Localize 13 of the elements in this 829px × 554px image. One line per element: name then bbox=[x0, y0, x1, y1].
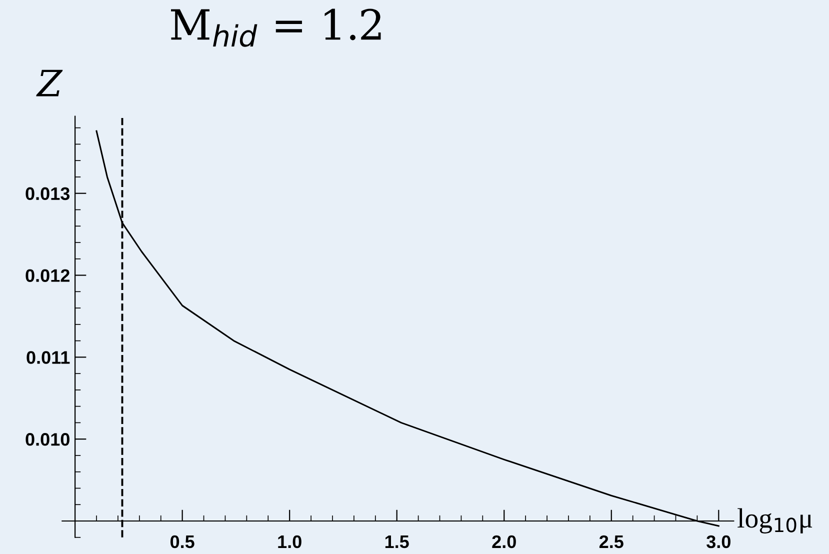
x-axis-title: log$_{10}$μ bbox=[738, 508, 812, 534]
x-tick-label: 0.5 bbox=[170, 535, 194, 548]
y-axis-title: Z bbox=[36, 70, 63, 96]
x-tick-label: 3.0 bbox=[706, 535, 730, 548]
x-tick-label: 1.0 bbox=[278, 535, 302, 548]
x-tick-label: 2.0 bbox=[492, 535, 516, 548]
y-tick-label: 0.013 bbox=[26, 187, 70, 200]
y-tick-label: 0.010 bbox=[26, 433, 70, 446]
x-tick-label: 2.5 bbox=[599, 535, 624, 548]
y-tick-label: 0.012 bbox=[26, 269, 70, 282]
chart-title: M$_{hid}$ = 1.2 bbox=[171, 8, 381, 47]
x-tick-label: 1.5 bbox=[385, 536, 409, 548]
y-tick-label: 0.011 bbox=[26, 351, 70, 364]
